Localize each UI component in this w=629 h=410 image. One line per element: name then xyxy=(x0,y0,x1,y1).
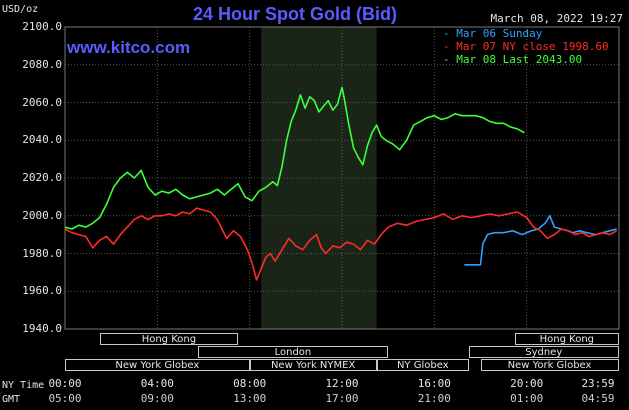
gmt-row-label: GMT xyxy=(2,394,21,405)
x-tick-label-ny: 16:00 xyxy=(417,377,451,390)
series-line-1 xyxy=(64,207,618,281)
x-tick-label-ny: 08:00 xyxy=(233,377,267,390)
x-tick-label-gmt: 04:59 xyxy=(581,392,615,405)
session-london: London xyxy=(197,346,389,358)
session-hong-kong: Hong Kong xyxy=(515,333,619,345)
x-tick-label-ny: 12:00 xyxy=(325,377,359,390)
y-tick-label: 2100.0 xyxy=(22,20,62,33)
nymex-band xyxy=(261,27,377,329)
x-tick-label-gmt: 05:00 xyxy=(48,392,82,405)
session-new-york-globex: New York Globex xyxy=(65,359,250,371)
y-tick-label: 1960.0 xyxy=(22,284,62,298)
plot-border xyxy=(64,26,620,330)
chart-timestamp: March 08, 2022 19:27 xyxy=(490,12,623,25)
x-tick-label-gmt: 13:00 xyxy=(233,392,267,405)
y-axis-label: USD/oz xyxy=(2,4,39,15)
x-tick-label-ny: 00:00 xyxy=(48,377,82,390)
session-sydney: Sydney xyxy=(468,346,619,358)
x-tick-label-ny: 20:00 xyxy=(510,377,544,390)
ny-time-row-label: NY Time xyxy=(2,380,45,391)
legend-entry-mar08: - Mar 08 Last 2043.00 xyxy=(443,53,583,66)
y-tick-label: 2000.0 xyxy=(22,208,62,222)
x-tick-label-ny: 23:59 xyxy=(581,377,615,390)
y-tick-label: 2080.0 xyxy=(22,57,62,71)
y-tick-label: 1980.0 xyxy=(22,246,62,260)
legend-entry-mar06: - Mar 06 Sunday xyxy=(443,27,543,40)
x-tick-label-ny: 04:00 xyxy=(140,377,174,390)
session-new-york-globex: New York Globex xyxy=(480,359,619,371)
x-tick-label-gmt: 09:00 xyxy=(140,392,174,405)
series-line-2 xyxy=(64,86,525,230)
session-new-york-nymex: New York NYMEX xyxy=(249,359,377,371)
x-tick-label-gmt: 01:00 xyxy=(510,392,544,405)
session-ny-globex: NY Globex xyxy=(376,359,469,371)
legend-entry-mar07: - Mar 07 NY close 1998.60 xyxy=(443,40,609,53)
series-line-0 xyxy=(464,215,617,266)
session-hong-kong: Hong Kong xyxy=(99,333,239,345)
legend: - Mar 06 Sunday - Mar 07 NY close 1998.6… xyxy=(443,27,609,66)
y-tick-label: 2040.0 xyxy=(22,133,62,147)
chart-title: 24 Hour Spot Gold (Bid) xyxy=(193,4,397,24)
y-tick-label: 2060.0 xyxy=(22,95,62,109)
y-tick-label: 1940.0 xyxy=(22,322,62,335)
website-link[interactable]: www.kitco.com xyxy=(67,38,191,57)
y-tick-label: 2020.0 xyxy=(22,171,62,184)
x-tick-label-gmt: 21:00 xyxy=(417,392,451,405)
x-tick-label-gmt: 17:00 xyxy=(325,392,359,405)
